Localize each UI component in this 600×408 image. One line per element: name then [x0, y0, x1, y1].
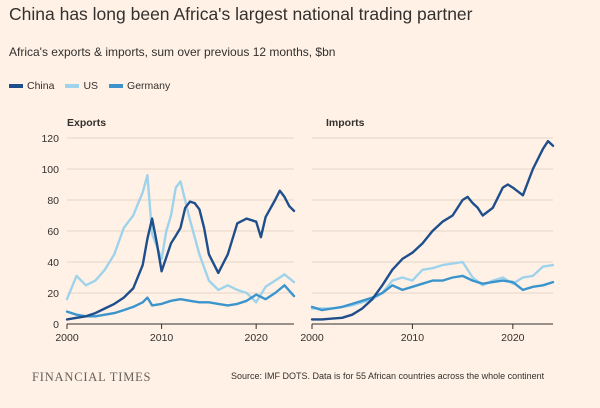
series-line-us [310, 260, 555, 310]
legend-label-germany: Germany [127, 80, 171, 92]
panel-title-0: Exports [67, 117, 106, 129]
x-tick-label: 2020 [244, 332, 268, 344]
series-line-germany [310, 274, 555, 312]
y-tick-label: 0 [53, 319, 59, 331]
x-tick-label: 2000 [55, 332, 79, 344]
series-line-china [310, 139, 555, 321]
chart-subtitle: Africa's exports & imports, sum over pre… [9, 45, 336, 59]
series-line-us [65, 174, 296, 304]
panel-title-1: Imports [326, 117, 365, 129]
y-tick-label: 120 [41, 133, 59, 145]
source-note: Source: IMF DOTS. Data is for 55 African… [231, 371, 545, 381]
x-tick-label: 2000 [300, 332, 324, 344]
legend-label-china: China [27, 80, 55, 92]
x-tick-label: 2010 [401, 332, 425, 344]
series-line-china [65, 189, 296, 321]
y-tick-label: 100 [41, 164, 59, 176]
legend-swatch-china [9, 84, 23, 88]
chart-title: China has long been Africa's largest nat… [9, 4, 473, 24]
y-tick-label: 80 [47, 195, 59, 207]
ft-logo: FINANCIAL TIMES [32, 370, 152, 384]
x-tick-label: 2010 [150, 332, 174, 344]
x-tick-label: 2020 [501, 332, 525, 344]
legend: China US Germany [9, 80, 181, 92]
y-tick-label: 40 [47, 257, 59, 269]
legend-swatch-us [65, 84, 80, 88]
legend-label-us: US [83, 80, 99, 92]
legend-swatch-germany [109, 84, 124, 88]
legend-item-us: US [65, 80, 98, 92]
legend-item-germany: Germany [109, 80, 170, 92]
y-tick-label: 20 [47, 288, 59, 300]
y-tick-label: 60 [47, 226, 59, 238]
series-line-germany [65, 284, 296, 318]
legend-item-china: China [9, 80, 54, 92]
